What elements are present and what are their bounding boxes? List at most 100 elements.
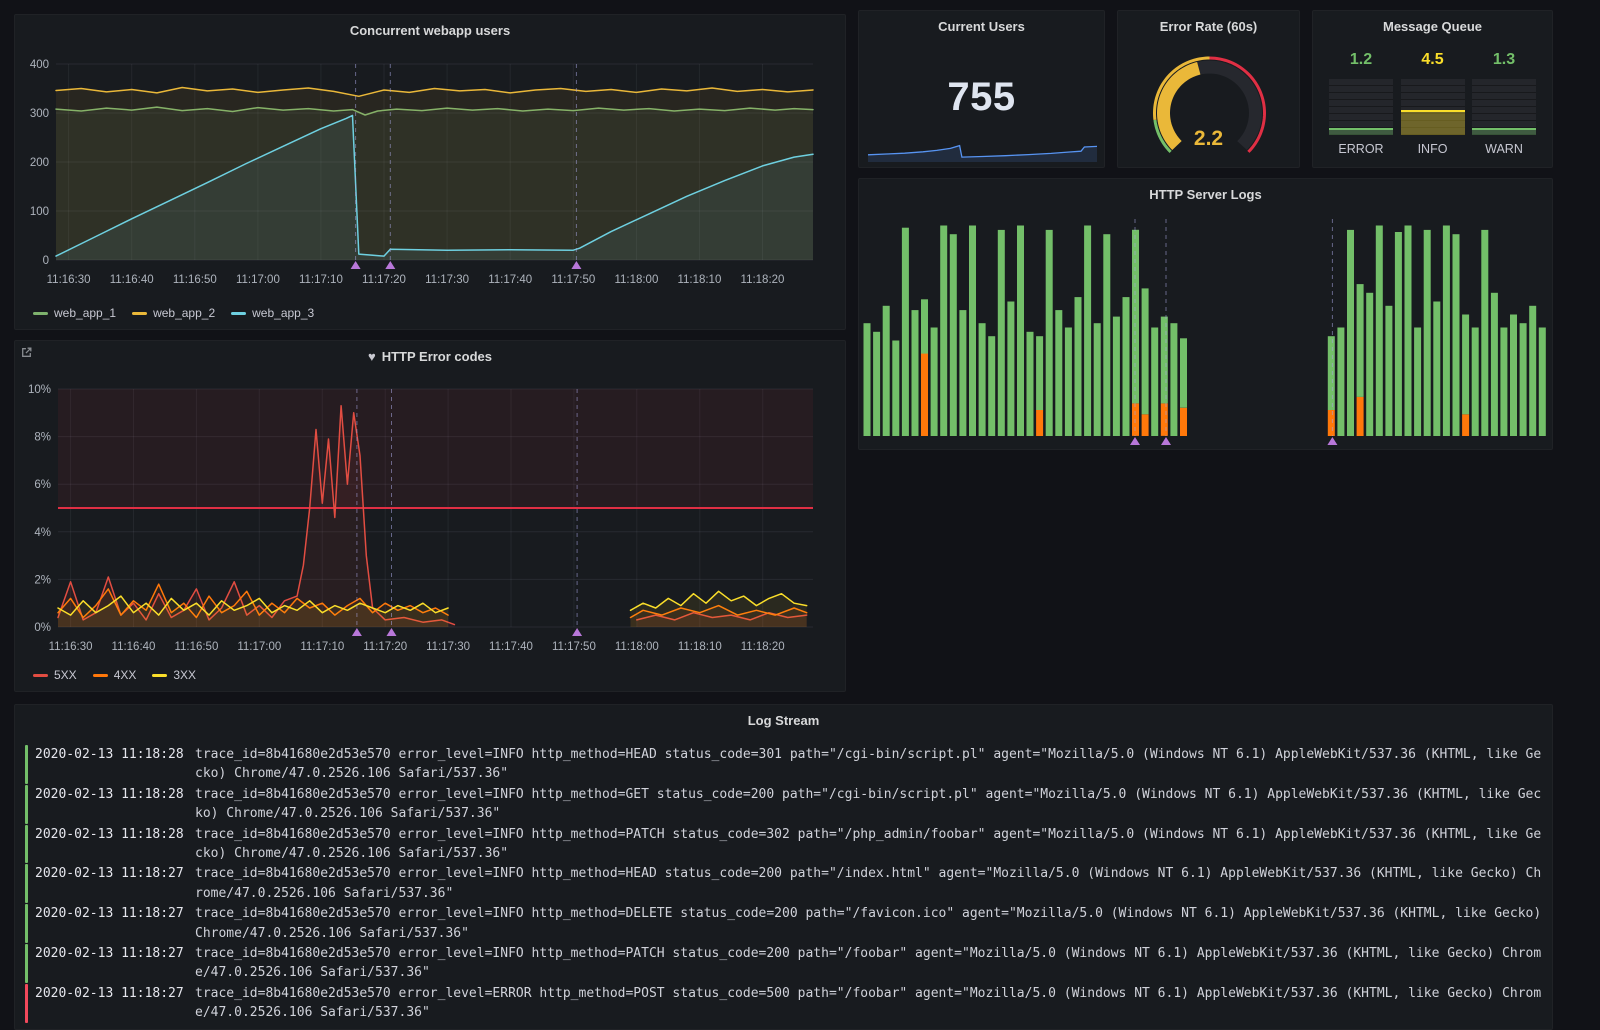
error-rate-gauge-canvas [1153,56,1267,153]
panel-title-current-users[interactable]: Current Users [859,11,1104,41]
panel-title-message-queue[interactable]: Message Queue [1313,11,1552,41]
svg-text:11:18:20: 11:18:20 [741,274,785,286]
svg-text:11:17:10: 11:17:10 [300,641,344,653]
alert-heart-icon: ♥ [367,348,376,364]
legend-item-3XX[interactable]: 3XX [152,668,196,682]
log-timestamp: 2020-02-13 11:18:27 [35,866,184,882]
svg-text:11:17:50: 11:17:50 [552,641,596,653]
svg-text:11:17:20: 11:17:20 [362,274,406,286]
panel-title-error-rate[interactable]: Error Rate (60s) [1118,11,1299,41]
svg-text:11:18:10: 11:18:10 [677,274,721,286]
legend-item-web_app_2[interactable]: web_app_2 [132,306,215,320]
bargauge-fill [1400,109,1465,135]
svg-text:11:17:40: 11:17:40 [488,274,532,286]
svg-text:11:17:00: 11:17:00 [237,641,281,653]
http-server-logs-canvas [863,219,1546,445]
legend-swatch [152,673,168,677]
panel-title-text: HTTP Server Logs [1149,186,1262,202]
legend-swatch [33,673,48,677]
external-link-icon[interactable] [20,346,33,359]
panel-current-users: Current Users 755 [858,10,1105,168]
panel-log-stream: Log Stream 2020-02-13 11:18:28 trace_id=8… [14,704,1553,1030]
message-queue-bargauges: 1.2 ERROR 4.5 INFO 1.3 WARN [1329,51,1536,156]
legend-swatch [231,311,247,315]
panel-title-http-server-logs[interactable]: HTTP Server Logs [859,179,1552,209]
log-row[interactable]: 2020-02-13 11:18:27 trace_id=8b41680e2d53… [25,864,1544,904]
svg-text:2%: 2% [34,574,51,586]
bargauge-label: WARN [1485,142,1523,156]
log-row[interactable]: 2020-02-13 11:18:28 trace_id=8b41680e2d53… [25,824,1544,864]
log-timestamp: 2020-02-13 11:18:28 [35,747,184,762]
error-codes-canvas: 11:16:30 11:16:40 11:16:50 11:17:00 11:17:10… [28,384,813,653]
bargauge-value: 4.5 [1421,51,1444,68]
log-stream-list: 2020-02-13 11:18:28 trace_id=8b41680e2d53… [25,745,1544,1027]
panel-http-error-codes: ♥ HTTP Error codes 11:16:30 11:16:40 11:16… [14,340,846,692]
log-message: trace_id=8b41680e2d53e570 error_level=IN… [195,747,1542,782]
bargauge-bar [1400,79,1465,135]
log-level-bar [25,784,28,824]
svg-text:200: 200 [30,157,49,169]
log-level-bar [25,983,28,1023]
legend-item-5XX[interactable]: 5XX [33,668,77,682]
bargauge-value: 1.3 [1492,51,1516,68]
panel-title-text: Concurrent webapp users [349,22,511,38]
panel-title-log-stream[interactable]: Log Stream [15,705,1552,735]
bargauge-error: 1.2 ERROR [1329,51,1393,156]
log-timestamp: 2020-02-13 11:18:27 [35,946,184,962]
concurrent-users-legend: web_app_1 web_app_2 web_app_3 [33,306,314,320]
legend-item-web_app_1[interactable]: web_app_1 [33,306,116,320]
svg-text:11:18:00: 11:18:00 [615,641,659,653]
panel-title-text: Message Queue [1383,18,1482,34]
svg-text:11:16:40: 11:16:40 [110,274,154,286]
bargauge-warn: 1.3 WARN [1472,51,1536,156]
svg-text:400: 400 [30,59,49,71]
log-row[interactable]: 2020-02-13 11:18:27 trace_id=8b41680e2d53… [25,983,1544,1023]
legend-label: 3XX [173,668,197,682]
legend-swatch [132,311,148,315]
svg-text:11:16:50: 11:16:50 [174,641,218,653]
svg-text:11:18:20: 11:18:20 [741,641,785,653]
bargauge-value: 1.2 [1349,51,1373,68]
legend-label: 4XX [113,668,137,682]
legend-label: web_app_2 [153,306,216,320]
legend-label: web_app_1 [54,306,117,320]
bargauge-label: ERROR [1338,142,1384,156]
log-row[interactable]: 2020-02-13 11:18:28 trace_id=8b41680e2d53… [25,784,1544,824]
log-timestamp: 2020-02-13 11:18:27 [35,906,184,922]
svg-text:8%: 8% [34,432,51,444]
svg-text:11:17:30: 11:17:30 [426,641,470,653]
log-level-bar [25,745,28,784]
svg-text:11:17:10: 11:17:10 [299,274,343,286]
log-row[interactable]: 2020-02-13 11:18:27 trace_id=8b41680e2d53… [25,944,1544,983]
current-users-stat-sparkline-canvas [868,144,1097,162]
log-message: trace_id=8b41680e2d53e570 error_level=IN… [195,866,1542,901]
error-rate-value: 2.2 [1193,127,1224,150]
svg-text:10%: 10% [28,384,51,396]
svg-text:6%: 6% [34,479,51,491]
legend-item-4XX[interactable]: 4XX [92,668,137,682]
panel-title-concurrent-users[interactable]: Concurrent webapp users [15,15,845,45]
bargauge-info: 4.5 INFO [1400,51,1465,156]
log-row[interactable]: 2020-02-13 11:18:28 trace_id=8b41680e2d53… [25,745,1544,784]
http-server-logs-chart [859,179,1552,449]
log-message: trace_id=8b41680e2d53e570 error_level=IN… [195,786,1542,822]
http-error-codes-legend: 5XX 4XX 3XX [33,668,196,682]
current-users-sparkline [868,132,1097,162]
external-link-glyph [22,347,32,357]
svg-text:300: 300 [30,108,49,120]
panel-title-http-error-codes[interactable]: ♥ HTTP Error codes [15,341,845,371]
http-error-codes-chart: 11:16:30 11:16:40 11:16:50 11:17:00 11:17:10… [15,341,845,691]
log-level-bar [25,904,28,944]
bargauge-fill [1329,128,1393,135]
svg-text:11:18:10: 11:18:10 [678,641,722,653]
legend-item-web_app_3[interactable]: web_app_3 [231,306,314,320]
log-message: trace_id=8b41680e2d53e570 error_level=ER… [195,985,1542,1021]
log-message: trace_id=8b41680e2d53e570 error_level=IN… [195,946,1542,981]
log-row[interactable]: 2020-02-13 11:18:27 trace_id=8b41680e2d53… [25,904,1544,944]
bargauge-bar [1472,79,1536,135]
panel-title-text: Current Users [938,18,1025,34]
svg-text:0: 0 [43,255,49,267]
legend-label: web_app_3 [252,306,315,320]
svg-text:11:17:50: 11:17:50 [551,274,595,286]
